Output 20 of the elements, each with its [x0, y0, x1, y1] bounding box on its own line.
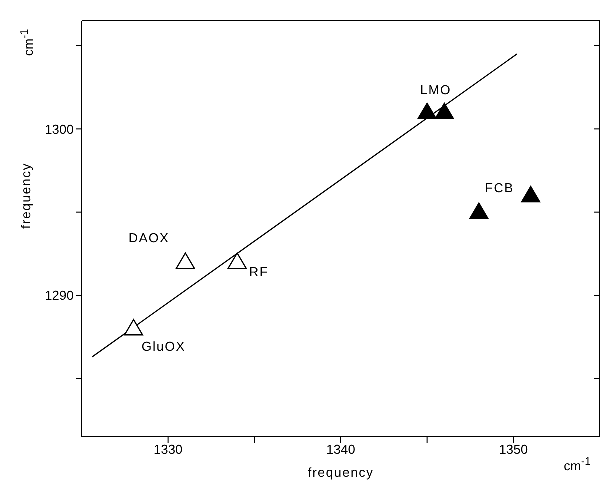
- annotation: DAOX: [128, 230, 170, 246]
- point: [228, 252, 247, 270]
- y-axis-title: frequency: [18, 162, 34, 229]
- y-tick-label: 1290: [45, 288, 74, 304]
- x-tick-label: 1340: [326, 442, 356, 458]
- x-axis-title: frequency: [308, 465, 374, 480]
- point: [470, 202, 489, 220]
- y-tick-label: 1300: [45, 122, 74, 137]
- point: [124, 319, 144, 336]
- annotation: FCB: [485, 180, 514, 196]
- point: [418, 102, 437, 120]
- point: [176, 252, 196, 270]
- annotation: LMO: [420, 82, 452, 98]
- point: [435, 102, 454, 120]
- point: [521, 186, 541, 203]
- x-tick-label: 1330: [154, 442, 183, 458]
- x-tick-label: 1350: [499, 442, 528, 458]
- annotation: GluOX: [142, 338, 186, 354]
- text: cm$^{-1}$: [564, 456, 591, 474]
- annotation: RF: [249, 264, 269, 280]
